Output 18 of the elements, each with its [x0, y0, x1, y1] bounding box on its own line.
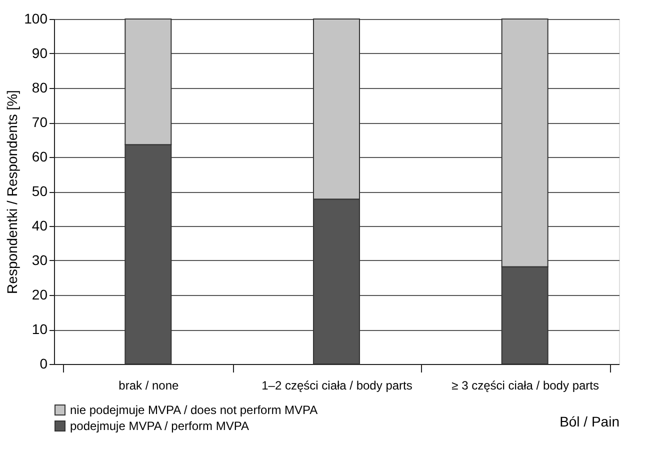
y-axis-title: Respondentki / Respondents [%]	[4, 90, 20, 294]
y-tick-label: 30	[32, 252, 48, 268]
y-tick-label: 60	[32, 148, 48, 164]
y-tick-label: 70	[32, 114, 48, 130]
y-tick-label: 100	[24, 10, 48, 26]
x-tick-label: ≥ 3 części ciała / body parts	[452, 378, 599, 392]
y-tick-label: 50	[32, 183, 48, 199]
x-axis-title: Ból / Pain	[560, 414, 620, 430]
y-tick-label: 0	[40, 356, 48, 372]
y-tick-label: 80	[32, 80, 48, 96]
legend-label: nie podejmuje MVPA / does not perform MVPA	[70, 403, 318, 417]
y-tick-label: 40	[32, 218, 48, 234]
x-tick-label: 1–2 części ciała / body parts	[262, 378, 412, 392]
y-tick-label: 20	[32, 286, 48, 302]
y-tick-label: 90	[32, 45, 48, 61]
legend-label: podejmuje MVPA / perform MVPA	[70, 419, 249, 433]
y-tick-label: 10	[32, 321, 48, 337]
x-tick-label: brak / none	[118, 378, 180, 392]
